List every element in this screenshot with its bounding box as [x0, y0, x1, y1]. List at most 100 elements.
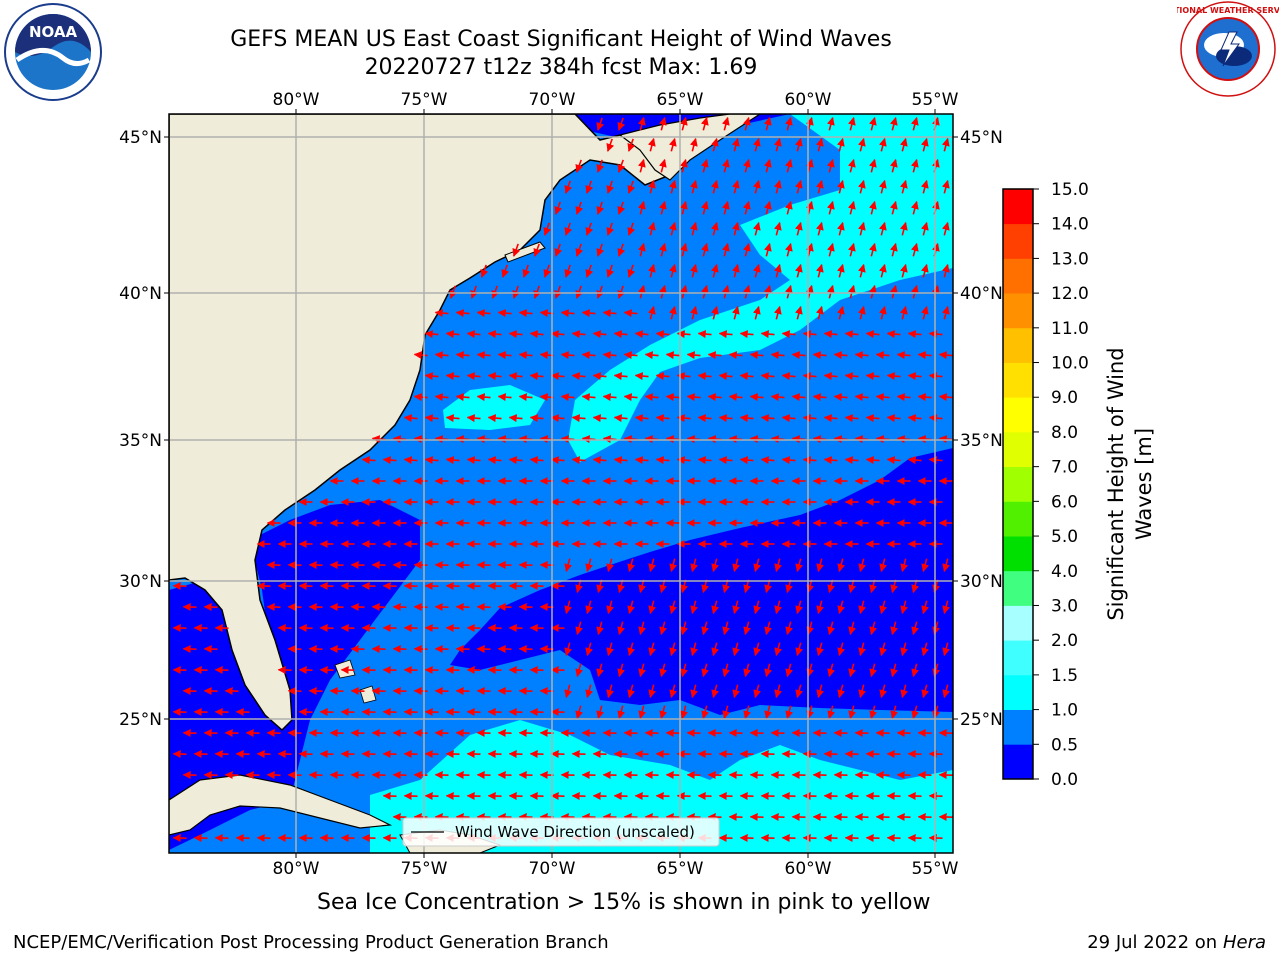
wave-direction-arrow [564, 684, 573, 699]
wave-direction-arrow [659, 579, 668, 594]
wave-direction-arrow [613, 414, 628, 423]
wave-direction-arrow [837, 558, 846, 573]
wave-direction-arrow [403, 456, 418, 465]
wave-direction-arrow [928, 330, 943, 339]
wave-direction-arrow [669, 684, 678, 699]
wave-direction-arrow [890, 579, 899, 594]
wave-direction-arrow [634, 414, 649, 423]
wave-direction-arrow [647, 263, 656, 278]
wave-direction-arrow [827, 663, 836, 678]
wave-direction-arrow [658, 200, 667, 215]
wave-direction-arrow [889, 158, 898, 173]
wave-direction-arrow [784, 158, 793, 173]
wave-direction-arrow [837, 600, 846, 615]
wave-direction-arrow [742, 242, 751, 257]
wave-direction-arrow [617, 663, 626, 678]
wave-direction-arrow [836, 221, 845, 236]
wave-direction-arrow [742, 200, 751, 215]
wave-direction-arrow [679, 158, 688, 173]
colorbar-segment [1003, 570, 1033, 606]
wave-direction-arrow [752, 263, 761, 278]
wave-direction-arrow [784, 242, 793, 257]
wave-direction-arrow [844, 456, 859, 465]
wave-direction-arrow [791, 351, 806, 360]
wave-direction-arrow [806, 705, 815, 720]
wave-direction-arrow [837, 684, 846, 699]
wave-direction-arrow [445, 414, 460, 423]
colorbar-tick-label: 11.0 [1051, 319, 1089, 339]
wave-direction-arrow [806, 579, 815, 594]
wave-direction-arrow [596, 705, 605, 720]
wave-direction-arrow [900, 684, 909, 699]
wave-direction-arrow [910, 200, 919, 215]
wave-direction-arrow [718, 414, 733, 423]
wave-direction-arrow [596, 621, 605, 636]
lon-label-bottom: 80°W [273, 859, 320, 879]
wave-direction-arrow [836, 179, 845, 194]
wave-direction-arrow [476, 393, 491, 402]
wave-direction-arrow [781, 414, 796, 423]
wave-direction-arrow [711, 558, 720, 573]
wave-direction-arrow [848, 621, 857, 636]
wave-direction-arrow [518, 309, 533, 318]
colorbar-segment [1003, 431, 1033, 468]
map-title: GEFS MEAN US East Coast Significant Heig… [230, 27, 892, 52]
wave-direction-arrow [658, 116, 667, 131]
wave-direction-arrow [731, 221, 740, 236]
wave-direction-arrow [753, 684, 762, 699]
wave-direction-arrow [890, 621, 899, 636]
wave-direction-arrow [508, 372, 523, 381]
credit-text: NCEP/EMC/Verification Post Processing Pr… [13, 932, 609, 953]
wave-direction-arrow [522, 264, 531, 278]
wave-direction-arrow [543, 264, 552, 278]
wave-direction-arrow [823, 456, 838, 465]
wave-direction-arrow [700, 116, 709, 131]
wave-direction-arrow [836, 137, 845, 152]
wave-direction-arrow [760, 372, 775, 381]
colorbar-segment [1003, 362, 1033, 398]
wave-direction-arrow [806, 663, 815, 678]
wave-direction-arrow [928, 372, 943, 381]
wave-direction-arrow [794, 305, 803, 320]
wave-direction-arrow [920, 305, 929, 320]
wave-direction-arrow [763, 284, 772, 299]
wave-direction-arrow [815, 305, 824, 320]
wave-direction-arrow [606, 684, 615, 699]
wave-direction-arrow [455, 309, 470, 318]
wave-direction-arrow [647, 137, 656, 152]
wave-direction-arrow [857, 221, 866, 236]
wave-direction-arrow [571, 414, 586, 423]
wave-direction-arrow [700, 284, 709, 299]
wave-direction-arrow [857, 179, 866, 194]
wave-direction-arrow [878, 137, 887, 152]
lon-label-bottom: 60°W [785, 859, 832, 879]
wave-direction-arrow [910, 242, 919, 257]
colorbar-segment [1003, 744, 1033, 780]
colorbar-segment [1003, 293, 1033, 329]
wave-direction-arrow [774, 642, 783, 657]
wave-direction-arrow [749, 393, 764, 402]
wave-direction-arrow [833, 393, 848, 402]
wave-direction-arrow [921, 642, 930, 657]
wave-direction-arrow [518, 351, 533, 360]
wave-direction-arrow [868, 158, 877, 173]
wave-direction-arrow [690, 600, 699, 615]
wave-region-1.0-1.5-north [568, 114, 953, 462]
wave-direction-arrow [648, 600, 657, 615]
lon-label-bottom: 75°W [401, 859, 448, 879]
wave-direction-arrow [848, 705, 857, 720]
wave-direction-arrow [596, 285, 605, 299]
wave-direction-arrow [816, 642, 825, 657]
wave-direction-arrow [920, 221, 929, 236]
wave-direction-arrow [760, 456, 775, 465]
wave-direction-arrow [917, 393, 932, 402]
wave-direction-arrow [763, 242, 772, 257]
wave-direction-arrow [550, 456, 565, 465]
wave-direction-arrow [774, 558, 783, 573]
wave-direction-arrow [802, 330, 817, 339]
wave-direction-arrow [732, 642, 741, 657]
wave-direction-arrow [921, 558, 930, 573]
wave-direction-arrow [564, 600, 573, 615]
wave-direction-arrow [854, 351, 869, 360]
wave-direction-arrow [529, 372, 544, 381]
